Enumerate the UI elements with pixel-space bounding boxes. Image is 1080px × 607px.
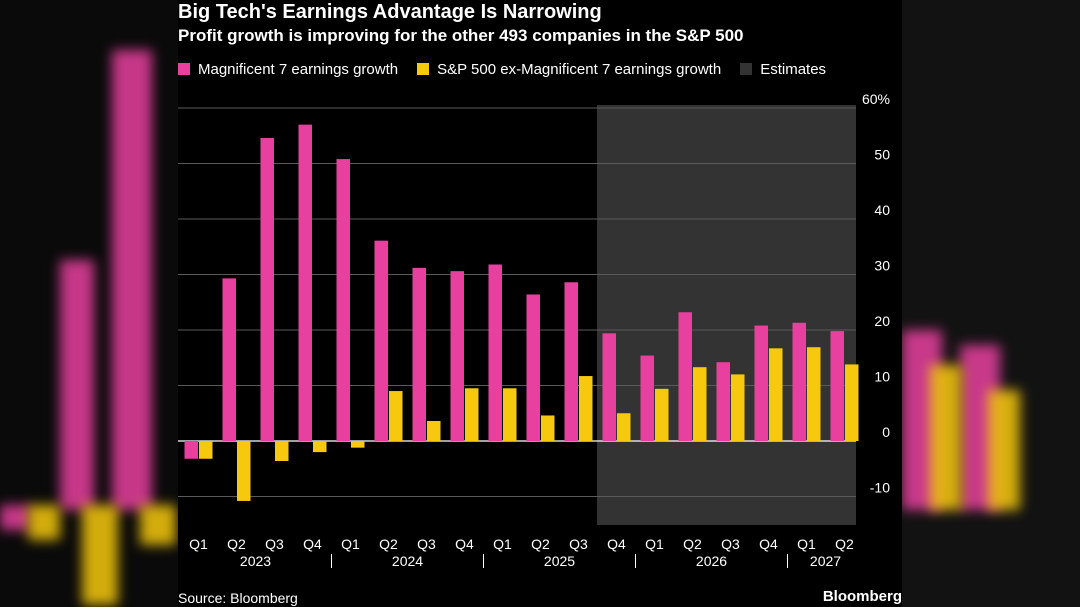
bar-mag7 — [488, 264, 502, 441]
chart-legend: Magnificent 7 earnings growth S&P 500 ex… — [178, 58, 845, 80]
bar-mag7 — [222, 278, 236, 441]
year-label: 2027 — [810, 553, 841, 569]
x-tick-label: Q3 — [417, 536, 436, 552]
y-tick-label: 60% — [862, 91, 890, 107]
x-tick-label: Q4 — [759, 536, 778, 552]
bar-ex-mag7 — [579, 376, 593, 441]
legend-item-mag7: Magnificent 7 earnings growth — [178, 61, 398, 78]
bar-ex-mag7 — [427, 421, 441, 441]
bar-mag7 — [564, 282, 578, 441]
x-tick-label: Q3 — [265, 536, 284, 552]
bloomberg-logo: Bloomberg — [822, 588, 902, 605]
bar-mag7 — [602, 333, 616, 441]
bar-mag7 — [184, 441, 198, 459]
chart-subtitle: Profit growth is improving for the other… — [178, 26, 744, 45]
y-tick-label: 20 — [874, 313, 890, 329]
bar-ex-mag7 — [199, 441, 213, 459]
legend-swatch-ex-mag7 — [417, 63, 430, 75]
y-tick-label: 10 — [874, 369, 890, 385]
bar-ex-mag7 — [693, 367, 707, 441]
bar-mag7 — [716, 362, 730, 441]
x-tick-label: Q1 — [189, 536, 208, 552]
year-label: 2025 — [544, 553, 575, 569]
bar-mag7 — [792, 322, 806, 441]
bar-ex-mag7 — [275, 441, 289, 461]
year-label: 2024 — [392, 553, 423, 569]
x-tick-label: Q4 — [303, 536, 322, 552]
bar-mag7 — [640, 355, 654, 441]
year-label: 2026 — [696, 553, 727, 569]
bar-mag7 — [754, 325, 768, 441]
bar-ex-mag7 — [845, 364, 859, 441]
bar-mag7 — [412, 267, 426, 441]
blurred-backdrop-left — [0, 0, 178, 607]
x-tick-label: Q2 — [835, 536, 854, 552]
x-tick-label: Q1 — [493, 536, 512, 552]
x-tick-label: Q3 — [721, 536, 740, 552]
year-label: 2023 — [240, 553, 271, 569]
x-tick-label: Q4 — [455, 536, 474, 552]
bar-ex-mag7 — [769, 348, 783, 441]
bar-mag7 — [260, 137, 274, 441]
bar-ex-mag7 — [617, 413, 631, 441]
bar-ex-mag7 — [389, 391, 403, 441]
bar-ex-mag7 — [351, 441, 365, 448]
legend-label-mag7: Magnificent 7 earnings growth — [198, 60, 399, 78]
y-tick-label: 0 — [882, 424, 890, 440]
legend-item-estimates: Estimates — [740, 61, 826, 78]
source-note: Source: Bloomberg — [178, 590, 298, 606]
bar-ex-mag7 — [731, 374, 745, 441]
x-tick-label: Q2 — [379, 536, 398, 552]
x-tick-label: Q4 — [607, 536, 626, 552]
bar-mag7 — [526, 294, 540, 441]
bar-mag7 — [830, 331, 844, 441]
bar-ex-mag7 — [237, 441, 251, 501]
legend-label-estimates: Estimates — [760, 60, 827, 78]
y-tick-label: -10 — [870, 480, 890, 496]
estimates-shading — [597, 105, 856, 525]
y-tick-label: 50 — [874, 147, 890, 163]
legend-item-ex-mag7: S&P 500 ex-Magnificent 7 earnings growth — [417, 61, 721, 78]
bar-ex-mag7 — [313, 441, 327, 453]
bar-ex-mag7 — [465, 388, 479, 441]
bar-mag7 — [336, 159, 350, 441]
legend-swatch-mag7 — [178, 63, 190, 75]
bar-mag7 — [298, 124, 312, 442]
x-tick-label: Q3 — [569, 536, 588, 552]
legend-swatch-estimates — [740, 63, 753, 75]
x-tick-label: Q2 — [531, 536, 550, 552]
bar-mag7 — [678, 312, 692, 441]
bar-ex-mag7 — [807, 347, 821, 441]
bar-mag7 — [450, 271, 464, 441]
bar-ex-mag7 — [541, 415, 555, 441]
y-tick-label: 30 — [874, 258, 890, 274]
legend-label-ex-mag7: S&P 500 ex-Magnificent 7 earnings growth — [437, 60, 722, 78]
x-tick-label: Q1 — [645, 536, 664, 552]
x-tick-label: Q1 — [797, 536, 816, 552]
bar-mag7 — [374, 240, 388, 441]
y-tick-label: 40 — [874, 202, 890, 218]
chart-panel: Big Tech's Earnings Advantage Is Narrowi… — [178, 0, 902, 607]
x-tick-label: Q2 — [683, 536, 702, 552]
bar-chart: -10 0 10 20 30 40 50 60% Q1 Q2 Q3 Q4 Q1 Q2 Q3 Q4 Q1 Q2 Q3 Q… — [178, 91, 890, 569]
bar-ex-mag7 — [655, 388, 669, 441]
x-tick-label: Q2 — [227, 536, 246, 552]
chart-title: Big Tech's Earnings Advantage Is Narrowi… — [178, 1, 602, 23]
bar-ex-mag7 — [503, 388, 517, 441]
blurred-backdrop-right — [902, 0, 1080, 607]
x-tick-label: Q1 — [341, 536, 360, 552]
